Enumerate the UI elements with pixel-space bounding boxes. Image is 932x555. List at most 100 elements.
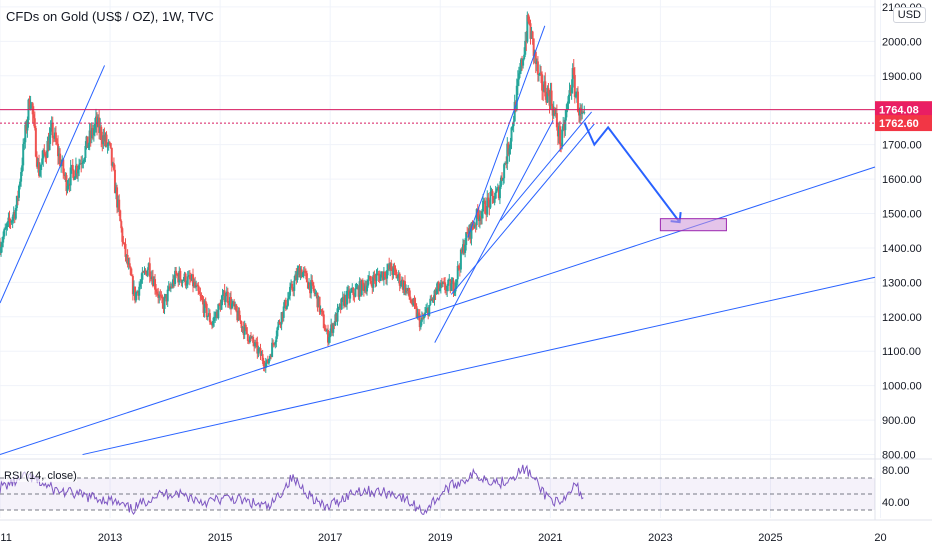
candle (544, 72, 547, 100)
candle-body (405, 287, 408, 293)
candle (287, 291, 290, 300)
candle (542, 84, 545, 102)
candle-body (334, 314, 337, 326)
candle-body (579, 107, 582, 116)
candle-body (97, 117, 100, 127)
candle-body (59, 153, 62, 167)
candle-body (200, 295, 203, 299)
candle-body (580, 107, 583, 114)
candle-body (402, 281, 405, 290)
candle (265, 359, 268, 367)
candle-body (530, 31, 533, 39)
candle (202, 296, 205, 318)
candle-body (320, 309, 323, 311)
candle (21, 157, 24, 176)
candle (227, 300, 230, 308)
candle (316, 292, 319, 312)
candle-body (34, 128, 37, 157)
candle-body (284, 300, 287, 309)
candle (66, 180, 69, 194)
candle-body (50, 123, 53, 128)
candle (315, 290, 318, 299)
y-tick-label: 1700.00 (882, 140, 922, 152)
candle (382, 267, 385, 286)
candle-body (317, 296, 320, 308)
candle (501, 172, 504, 182)
candle-body (146, 269, 149, 276)
candle-body (12, 211, 15, 217)
candle (201, 294, 204, 305)
candle (429, 295, 432, 307)
candle (415, 303, 418, 319)
currency-button[interactable]: USD (892, 7, 926, 23)
y-tick-label: 800.00 (882, 450, 916, 462)
candle-body (243, 324, 246, 335)
candle-body (64, 175, 67, 177)
candle (515, 78, 518, 112)
candle (263, 360, 266, 372)
candle-body (184, 273, 187, 286)
candle (560, 142, 563, 153)
candle (553, 106, 556, 117)
candle-body (121, 228, 124, 242)
candle (91, 124, 94, 140)
candle (262, 357, 265, 372)
candle-body (141, 271, 144, 280)
candle-body (15, 196, 18, 209)
candle-body (165, 294, 168, 302)
candle (180, 279, 183, 287)
y-tick-label: 2000.00 (882, 36, 922, 48)
candle (436, 281, 439, 295)
candle (304, 268, 307, 280)
candle (103, 127, 106, 147)
candle (332, 322, 335, 337)
candle (276, 326, 279, 339)
candle-body (253, 342, 256, 347)
candle-body (347, 290, 350, 292)
rsi-indicator-label[interactable]: RSI (14, close) (4, 470, 77, 482)
candle (60, 159, 63, 173)
candle-body (204, 301, 207, 304)
candle-body (375, 274, 378, 281)
candle (380, 271, 383, 278)
y-tick-label: 1100.00 (882, 346, 921, 358)
candle-body (25, 124, 28, 131)
candle-body (156, 291, 159, 294)
candle (499, 175, 502, 189)
candle (67, 178, 70, 190)
candle (144, 268, 147, 275)
candle (212, 317, 215, 328)
candle-body (188, 275, 191, 280)
candle (195, 280, 198, 292)
candle-body (233, 301, 236, 307)
candle (312, 281, 315, 292)
candle-body (5, 226, 8, 229)
candle-body (410, 299, 413, 304)
candle-body (67, 183, 70, 187)
candle (532, 38, 535, 65)
candle (164, 293, 167, 299)
candle-body (158, 294, 161, 298)
candle-body (292, 289, 295, 291)
candle-body (376, 273, 379, 275)
candle (543, 75, 546, 93)
candle (408, 287, 411, 300)
candle-body (457, 265, 460, 269)
candle (490, 187, 493, 196)
candle-body (170, 286, 173, 288)
candle-body (483, 200, 486, 202)
candle (141, 267, 144, 284)
candle-body (319, 309, 322, 313)
candle (493, 192, 496, 206)
candle-body (351, 287, 354, 292)
candle (345, 286, 348, 310)
candle (347, 284, 350, 296)
candle (549, 82, 552, 110)
candle-body (460, 249, 463, 253)
candle (437, 280, 440, 295)
candle (231, 298, 234, 310)
candle (245, 327, 248, 335)
candle (280, 312, 283, 331)
candle (156, 288, 159, 296)
